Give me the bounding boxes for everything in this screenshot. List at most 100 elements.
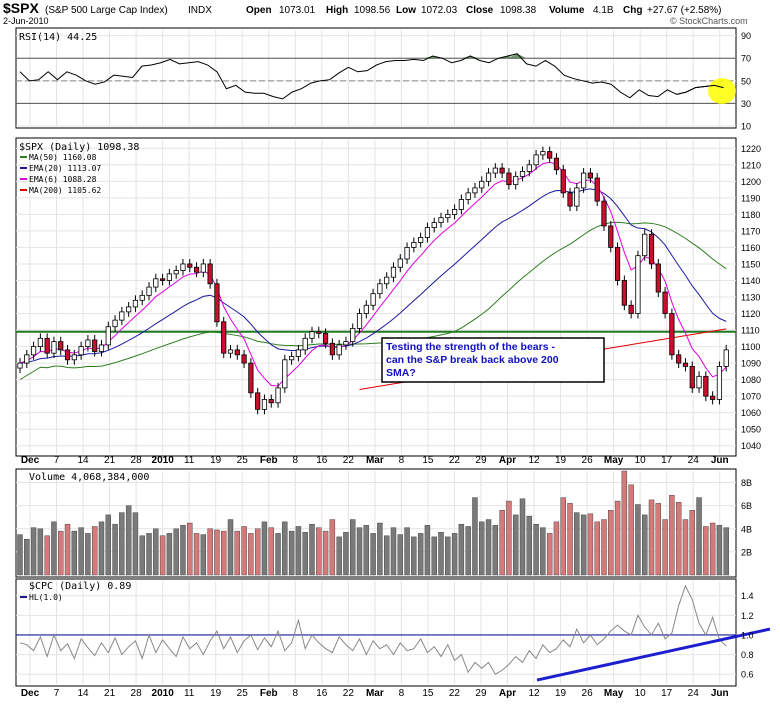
- candle-body: [594, 177, 600, 202]
- volume-bar: [397, 534, 403, 576]
- volume-bar: [567, 503, 573, 576]
- x-axis-label: 19: [555, 688, 567, 699]
- volume-bar: [635, 504, 641, 576]
- candle-body: [703, 375, 709, 397]
- x-axis-label: 2010: [152, 688, 175, 699]
- candle-body: [384, 276, 390, 285]
- volume-bar: [58, 530, 64, 576]
- volume-bar: [655, 503, 662, 576]
- volume-bar: [180, 525, 186, 576]
- volume-bar: [499, 510, 505, 576]
- candle-body: [282, 359, 288, 389]
- x-axis-label: 10: [635, 688, 647, 699]
- volume-tick-label: 2B: [741, 547, 752, 557]
- x-axis-label: Jun: [711, 688, 729, 699]
- volume-bar: [417, 533, 424, 576]
- annotation-line-1: Testing the strength of the bears -: [386, 341, 555, 353]
- volume-bar: [329, 519, 336, 576]
- candle-body: [289, 356, 295, 361]
- volume-bar: [438, 532, 444, 576]
- volume-bar: [703, 526, 709, 576]
- candle-body: [655, 263, 661, 293]
- candle-body: [302, 337, 308, 351]
- volume-bar: [669, 495, 675, 576]
- legend-ma200: MA(200) 1105.62: [29, 186, 101, 195]
- volume-bar: [214, 529, 220, 576]
- rsi-tick-label: 50: [741, 76, 751, 86]
- low-label: Low: [396, 5, 416, 16]
- volume-bar: [44, 535, 50, 576]
- volume-bar: [370, 533, 376, 576]
- volume-bar: [112, 523, 118, 576]
- candle-body: [119, 311, 125, 321]
- volume-bar: [105, 514, 111, 576]
- low-value: 1072.03: [421, 5, 458, 16]
- volume-bar: [37, 528, 44, 576]
- legend-ema20: EMA(20) 1113.07: [29, 164, 101, 173]
- candle-body: [472, 187, 478, 194]
- volume-bar: [17, 534, 23, 576]
- rsi-panel: [15, 27, 737, 129]
- open-label: Open: [246, 5, 272, 16]
- x-axis-label: 8: [293, 688, 299, 699]
- candle-body: [397, 258, 403, 268]
- candle-body: [221, 321, 227, 354]
- volume-title: Volume 4,068,384,000: [29, 472, 149, 483]
- candle-body: [445, 213, 451, 219]
- x-axis-label: Apr: [499, 688, 516, 699]
- x-axis-label: 19: [210, 455, 222, 466]
- price-tick-label: 1180: [741, 210, 760, 220]
- x-axis-label: 16: [316, 455, 328, 466]
- price-tick-label: 1130: [741, 293, 760, 303]
- x-axis-label: 25: [237, 455, 249, 466]
- volume-bar: [254, 528, 261, 576]
- price-tick-label: 1140: [741, 276, 760, 286]
- watermark: © StockCharts.com: [670, 16, 748, 26]
- candle-body: [581, 172, 587, 189]
- volume-bar: [193, 533, 200, 576]
- volume-bar: [159, 535, 166, 576]
- exchange-label: INDX: [188, 5, 212, 16]
- candle-body: [533, 154, 539, 166]
- volume-bar: [519, 498, 526, 576]
- volume-bar: [492, 525, 499, 576]
- volume-bar: [580, 514, 587, 576]
- annotation-box: Testing the strength of the bears - can …: [381, 337, 605, 383]
- candle-body: [261, 399, 268, 410]
- volume-bar: [682, 519, 689, 576]
- volume-bar: [309, 523, 315, 576]
- ma50-line: [19, 221, 727, 381]
- x-axis-label: 22: [343, 688, 355, 699]
- cpc-tick-label: 1.4: [741, 591, 754, 601]
- candle-body: [696, 375, 702, 389]
- price-tick-label: 1120: [741, 309, 760, 319]
- volume-bar: [295, 526, 302, 576]
- rsi-overbought-fill: [423, 53, 527, 59]
- x-axis-label: 8: [293, 455, 299, 466]
- candle-body: [98, 344, 105, 352]
- x-axis-label: Feb: [260, 455, 278, 466]
- volume-bar: [200, 534, 207, 576]
- volume-bar: [322, 530, 329, 576]
- candle-body: [336, 344, 342, 356]
- volume-bar: [553, 521, 560, 576]
- volume-bar: [485, 519, 492, 576]
- candle-body: [574, 187, 580, 207]
- candle-body: [553, 157, 560, 171]
- candle-body: [173, 270, 179, 275]
- chart-date: 2-Jun-2010: [3, 16, 49, 26]
- candle-body: [723, 349, 729, 367]
- price-tick-label: 1040: [741, 441, 761, 451]
- ticker-symbol: $SPX: [3, 0, 39, 16]
- price-tick-label: 1090: [741, 359, 761, 369]
- x-axis-label: 2010: [152, 455, 175, 466]
- volume-bar: [302, 532, 308, 576]
- candle-body: [153, 278, 159, 288]
- candle-body: [112, 319, 118, 328]
- candle-body: [377, 283, 383, 295]
- x-axis-label: Dec: [21, 688, 40, 699]
- x-axis-label: 8: [399, 688, 405, 699]
- candle-body: [424, 227, 431, 238]
- rsi-tick-label: 90: [741, 31, 751, 41]
- candle-body: [526, 164, 532, 172]
